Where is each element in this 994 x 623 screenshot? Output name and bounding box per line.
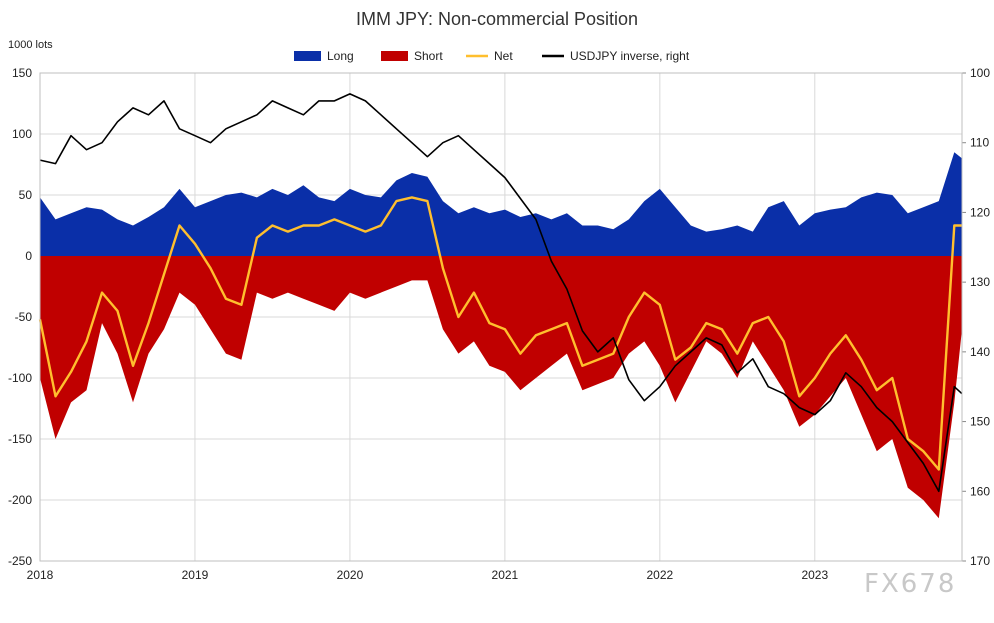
y-tick-label: -200 (8, 493, 32, 507)
y-tick-label: -50 (15, 310, 33, 324)
y2-tick-label: 160 (970, 484, 990, 498)
y-tick-label: -250 (8, 554, 32, 568)
y-tick-label: 50 (19, 188, 33, 202)
axes: 150 100 50 0 -50 -100 -150 -200 -250 100 110 120 130… (8, 66, 990, 582)
x-tick-label: 2019 (182, 568, 209, 582)
series-area-short (40, 256, 962, 519)
legend-label: Net (494, 49, 513, 63)
series-area-long (40, 152, 962, 256)
y2-tick-label: 100 (970, 66, 990, 80)
y-tick-label: 100 (12, 127, 32, 141)
area-layer (40, 152, 962, 519)
y-tick-label: -100 (8, 371, 32, 385)
y-axis-label: 1000 lots (8, 39, 53, 51)
y-tick-label: -150 (8, 432, 32, 446)
y2-tick-label: 110 (970, 136, 989, 150)
line-layer (38, 93, 963, 493)
legend-label: Long (327, 49, 354, 63)
series-line-usdjpy-inverse-right (39, 93, 963, 493)
y-tick-label: 150 (12, 66, 32, 80)
x-tick-label: 2018 (27, 568, 54, 582)
legend-label: USDJPY inverse, right (570, 49, 690, 63)
y2-tick-label: 120 (970, 205, 990, 219)
x-tick-label: 2020 (337, 568, 364, 582)
series-line-net (38, 196, 962, 471)
y-tick-label: 0 (25, 249, 32, 263)
y2-tick-label: 140 (970, 345, 990, 359)
legend-label: Short (414, 49, 443, 63)
legend-swatch (294, 51, 321, 61)
y2-tick-label: 150 (970, 415, 990, 429)
watermark: FX678 (864, 569, 956, 599)
legend-swatch (381, 51, 408, 61)
chart-title: IMM JPY: Non-commercial Position (356, 9, 638, 29)
x-tick-label: 2022 (646, 568, 673, 582)
y2-tick-label: 130 (970, 275, 990, 289)
x-tick-label: 2023 (801, 568, 828, 582)
x-tick-label: 2021 (492, 568, 519, 582)
legend: Long Short Net USDJPY inverse, right (294, 49, 690, 63)
y2-tick-label: 170 (970, 554, 990, 568)
plot-border (39, 72, 963, 562)
